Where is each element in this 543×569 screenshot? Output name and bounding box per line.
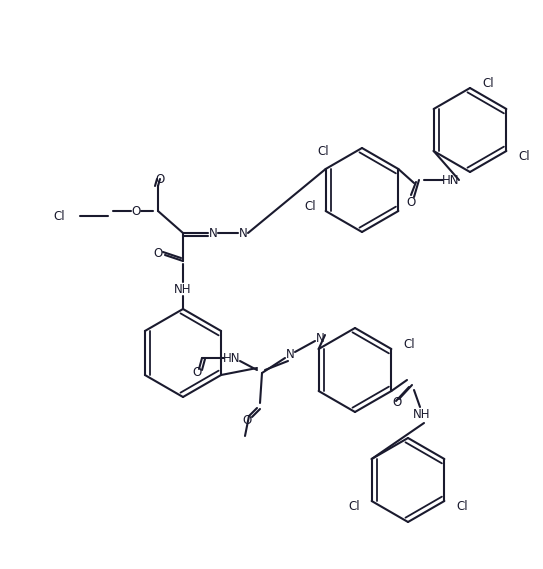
Text: NH: NH bbox=[413, 409, 431, 422]
Text: O: O bbox=[131, 204, 141, 217]
Text: N: N bbox=[209, 226, 217, 240]
Text: HN: HN bbox=[223, 352, 241, 365]
Text: Cl: Cl bbox=[348, 500, 359, 513]
Text: N: N bbox=[286, 348, 294, 361]
Text: N: N bbox=[315, 332, 324, 344]
Text: Cl: Cl bbox=[456, 500, 468, 513]
Text: Cl: Cl bbox=[318, 145, 330, 158]
Text: NH: NH bbox=[174, 282, 192, 295]
Text: HN: HN bbox=[442, 174, 460, 187]
Text: O: O bbox=[406, 196, 415, 208]
Text: Cl: Cl bbox=[53, 209, 65, 222]
Text: O: O bbox=[192, 366, 201, 380]
Text: Cl: Cl bbox=[482, 76, 494, 89]
Text: O: O bbox=[242, 414, 251, 427]
Text: N: N bbox=[238, 226, 248, 240]
Text: O: O bbox=[153, 246, 162, 259]
Text: O: O bbox=[393, 397, 402, 410]
Text: Cl: Cl bbox=[403, 337, 415, 351]
Text: Cl: Cl bbox=[305, 200, 317, 212]
Text: Cl: Cl bbox=[519, 150, 530, 163]
Text: O: O bbox=[155, 172, 165, 185]
